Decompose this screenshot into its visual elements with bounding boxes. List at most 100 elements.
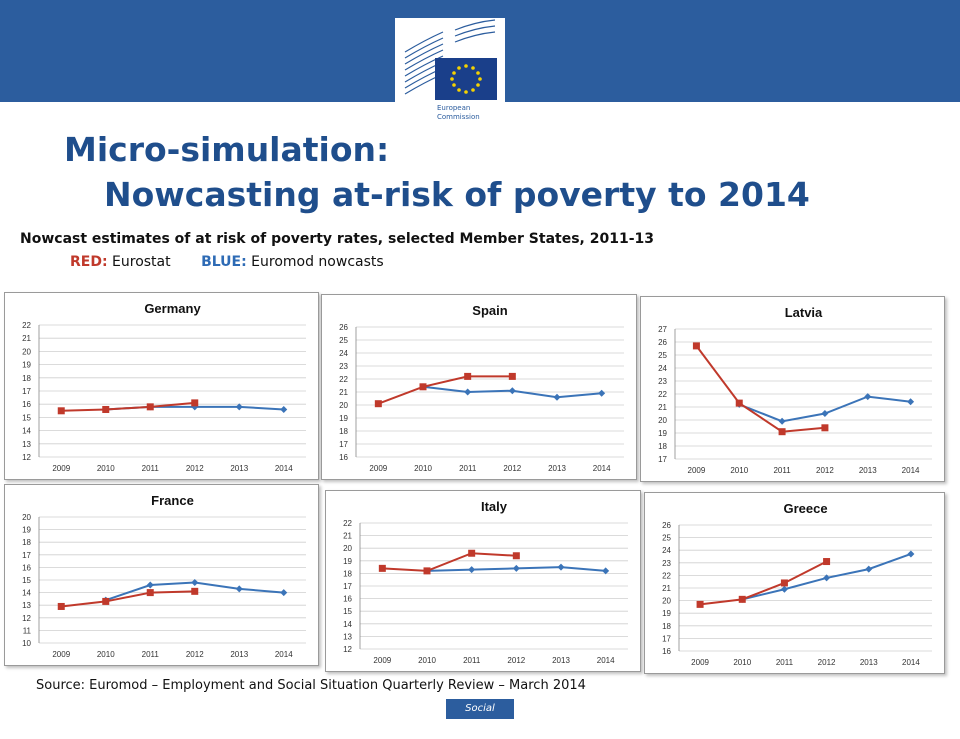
y-tick-label: 23 (658, 377, 667, 386)
x-tick-label: 2014 (275, 650, 293, 659)
x-tick-label: 2014 (597, 656, 615, 665)
european-commission-logo: European Commission (395, 18, 505, 136)
euromod-point (512, 564, 520, 572)
y-tick-label: 19 (343, 557, 352, 566)
y-tick-label: 17 (339, 440, 348, 449)
chart-title: Latvia (785, 305, 823, 320)
eurostat-point (778, 428, 786, 436)
page-title-line-2: Nowcasting at-risk of poverty to 2014 (104, 175, 810, 214)
y-tick-label: 18 (658, 442, 667, 451)
chart-title: France (151, 493, 194, 508)
chart-latvia: Latvia 17 18 19 20 21 22 23 24 25 26 27 2009 2010 2011… (640, 296, 945, 482)
eurostat-point (102, 405, 110, 413)
eurostat-point (738, 595, 746, 603)
y-tick-label: 19 (662, 609, 671, 618)
y-tick-label: 12 (22, 453, 31, 462)
y-tick-label: 20 (662, 597, 671, 606)
x-tick-label: 2011 (463, 656, 481, 665)
euromod-point (780, 585, 788, 593)
eurostat-line (377, 375, 513, 405)
x-tick-label: 2011 (459, 464, 477, 473)
x-tick-label: 2013 (230, 464, 248, 473)
x-tick-label: 2013 (860, 658, 878, 667)
y-tick-label: 11 (23, 626, 32, 635)
y-tick-label: 21 (339, 388, 348, 397)
x-tick-label: 2013 (552, 656, 570, 665)
x-tick-label: 2014 (275, 464, 293, 473)
eurostat-point (512, 552, 520, 560)
y-tick-label: 15 (22, 413, 31, 422)
y-tick-label: 25 (658, 351, 667, 360)
x-tick-label: 2010 (418, 656, 436, 665)
x-tick-label: 2009 (691, 658, 709, 667)
euromod-point (602, 567, 610, 575)
chart-svg: Greece 16 17 18 19 20 21 22 23 24 25 26 2009 2010 2011… (662, 501, 932, 667)
legend-red-text: Eurostat (107, 254, 171, 270)
euromod-point (464, 388, 472, 396)
y-tick-label: 25 (339, 336, 348, 345)
y-tick-label: 20 (22, 513, 31, 522)
euromod-point (823, 574, 831, 582)
y-tick-label: 16 (22, 563, 31, 572)
eurostat-line (61, 590, 195, 608)
chart-title: Germany (144, 301, 201, 316)
chart-svg: Germany 12 13 14 15 16 17 18 19 20 21 22 2009 2010 201… (22, 301, 306, 473)
x-tick-label: 2011 (773, 466, 791, 475)
x-tick-label: 2010 (97, 650, 115, 659)
x-tick-label: 2013 (548, 464, 566, 473)
slide-subtitle: Nowcast estimates of at risk of poverty … (20, 231, 654, 247)
x-tick-label: 2011 (776, 658, 794, 667)
y-tick-label: 26 (658, 338, 667, 347)
y-tick-label: 10 (22, 639, 31, 648)
euromod-point (468, 566, 476, 574)
euromod-point (821, 410, 829, 417)
x-tick-label: 2009 (52, 464, 70, 473)
eurostat-point (821, 424, 829, 432)
y-tick-label: 13 (22, 601, 31, 610)
x-tick-label: 2013 (859, 466, 877, 475)
euromod-point (508, 387, 516, 395)
euromod-point (907, 398, 915, 406)
y-tick-label: 22 (22, 321, 31, 330)
y-tick-label: 27 (658, 325, 667, 334)
eurostat-point (735, 399, 743, 407)
eurostat-point (102, 597, 110, 605)
euromod-point (235, 403, 243, 411)
x-tick-label: 2012 (503, 464, 521, 473)
euromod-line (738, 395, 911, 423)
y-tick-label: 21 (658, 403, 667, 412)
x-tick-label: 2011 (142, 464, 160, 473)
euromod-point (557, 563, 565, 571)
eurostat-point (692, 342, 700, 350)
chart-italy: Italy 12 13 14 15 16 17 18 19 20 21 22 2009 2010 2011 2… (325, 490, 641, 672)
eurostat-point (696, 600, 704, 608)
euromod-point (907, 550, 915, 558)
eurostat-point (374, 400, 382, 408)
source-note: Source: Euromod – Employment and Social … (36, 678, 586, 693)
y-tick-label: 18 (22, 538, 31, 547)
eurostat-line (699, 560, 828, 606)
y-tick-label: 24 (339, 349, 348, 358)
euromod-point (191, 579, 199, 587)
y-tick-label: 14 (22, 427, 31, 436)
y-tick-label: 16 (339, 453, 348, 462)
euromod-point (598, 389, 606, 397)
x-tick-label: 2009 (52, 650, 70, 659)
y-tick-label: 18 (343, 569, 352, 578)
y-tick-label: 12 (22, 614, 31, 623)
euromod-point (146, 581, 154, 589)
y-tick-label: 14 (22, 589, 31, 598)
y-tick-label: 19 (658, 429, 667, 438)
euromod-point (280, 589, 288, 597)
y-tick-label: 20 (22, 347, 31, 356)
eurostat-point (191, 587, 199, 595)
y-tick-label: 26 (662, 521, 671, 530)
eurostat-point (146, 403, 154, 411)
eurostat-point (823, 558, 831, 566)
legend-blue-label: BLUE: (201, 254, 247, 270)
eurostat-point (464, 372, 472, 380)
y-tick-label: 22 (343, 519, 352, 528)
y-tick-label: 23 (662, 559, 671, 568)
eurostat-point (378, 564, 386, 572)
chart-svg: Latvia 17 18 19 20 21 22 23 24 25 26 27 2009 2010 2011… (658, 305, 932, 475)
